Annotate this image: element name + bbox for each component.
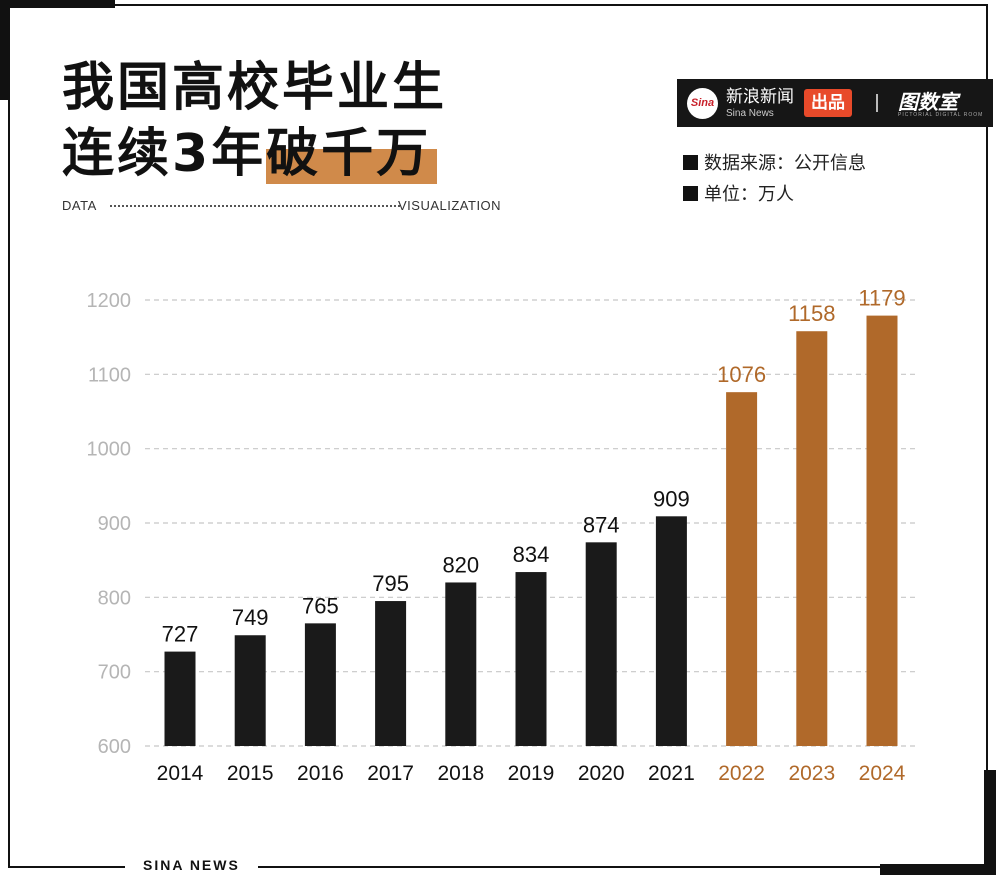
bar-2021 bbox=[655, 516, 687, 746]
x-tick-label-2016: 2016 bbox=[297, 762, 344, 785]
value-label-2014: 727 bbox=[162, 622, 199, 647]
bar-2022 bbox=[726, 392, 758, 746]
brand-name-sub: Sina News bbox=[726, 108, 774, 119]
x-tick-label-2022: 2022 bbox=[718, 762, 765, 785]
subtitle-dotted-divider bbox=[110, 205, 400, 207]
unit-note-text: 单位：万人 bbox=[704, 184, 794, 205]
bar-2014 bbox=[164, 651, 196, 746]
source-note: 数据来源：公开信息 bbox=[683, 149, 866, 175]
bar-2019 bbox=[515, 572, 547, 746]
page-title-line2-plain: 连续3年 bbox=[62, 124, 267, 184]
corner-top-left bbox=[0, 0, 115, 8]
x-tick-label-2021: 2021 bbox=[648, 762, 695, 785]
bar-2016 bbox=[304, 623, 336, 746]
value-label-2017: 795 bbox=[372, 571, 409, 596]
bar-2018 bbox=[445, 582, 477, 746]
bar-2017 bbox=[375, 601, 407, 746]
x-tick-label-2015: 2015 bbox=[227, 762, 274, 785]
corner-top-left-v bbox=[0, 0, 8, 100]
bar-2015 bbox=[234, 635, 266, 746]
brand-room-sub: PICTORIAL DIGITAL ROOM bbox=[898, 112, 984, 118]
brand-tag: 出品 bbox=[804, 89, 852, 117]
sina-logo-icon: Sina bbox=[687, 88, 718, 119]
value-label-2021: 909 bbox=[653, 486, 690, 511]
page-title-line2: 连续3年破千万 bbox=[62, 123, 438, 185]
frame-left-line bbox=[8, 4, 10, 868]
x-tick-label-2018: 2018 bbox=[437, 762, 484, 785]
value-label-2020: 874 bbox=[583, 512, 620, 537]
frame-bottom-line-right bbox=[258, 866, 988, 868]
bar-2024 bbox=[866, 315, 898, 746]
x-tick-label-2020: 2020 bbox=[578, 762, 625, 785]
source-note-text: 数据来源：公开信息 bbox=[704, 153, 866, 174]
square-bullet-icon bbox=[683, 155, 698, 170]
corner-bottom-right bbox=[880, 864, 996, 875]
x-tick-label-2017: 2017 bbox=[367, 762, 414, 785]
y-tick-label: 1200 bbox=[87, 290, 132, 312]
value-label-2018: 820 bbox=[442, 552, 479, 577]
y-tick-label: 1000 bbox=[87, 439, 132, 461]
page-title-line1: 我国高校毕业生 bbox=[62, 58, 448, 118]
page-title-highlight: 破千万 bbox=[266, 124, 438, 184]
footer-brand: SINA NEWS bbox=[143, 857, 240, 873]
subtitle-left: DATA bbox=[62, 198, 97, 213]
y-tick-label: 900 bbox=[98, 513, 131, 535]
y-tick-label: 1100 bbox=[88, 364, 131, 386]
frame-right-line bbox=[986, 4, 988, 868]
x-tick-label-2024: 2024 bbox=[859, 762, 906, 785]
x-tick-label-2014: 2014 bbox=[157, 762, 204, 785]
brand-banner: Sina 新浪新闻 Sina News 出品 图数室 PICTORIAL DIG… bbox=[677, 79, 993, 127]
value-label-2015: 749 bbox=[232, 605, 269, 630]
y-tick-label: 600 bbox=[98, 736, 131, 758]
value-label-2019: 834 bbox=[513, 542, 550, 567]
y-tick-label: 800 bbox=[98, 587, 131, 609]
x-tick-label-2019: 2019 bbox=[508, 762, 555, 785]
bar-2020 bbox=[585, 542, 617, 746]
value-label-2016: 765 bbox=[302, 593, 339, 618]
subtitle-right: VISUALIZATION bbox=[398, 198, 502, 213]
brand-name: 新浪新闻 bbox=[726, 87, 794, 107]
corner-bottom-right-v bbox=[984, 770, 996, 875]
x-tick-label-2023: 2023 bbox=[788, 762, 835, 785]
value-label-2023: 1158 bbox=[788, 301, 835, 326]
value-label-2022: 1076 bbox=[717, 362, 766, 387]
unit-note: 单位：万人 bbox=[683, 180, 794, 206]
value-label-2024: 1179 bbox=[858, 286, 905, 311]
frame-bottom-line-left bbox=[8, 866, 125, 868]
frame-top-line bbox=[8, 4, 988, 6]
brand-room-logo: 图数室 bbox=[898, 90, 958, 114]
bar-2023 bbox=[796, 331, 828, 746]
square-bullet-icon bbox=[683, 186, 698, 201]
y-tick-label: 700 bbox=[98, 662, 131, 684]
brand-separator bbox=[876, 94, 878, 112]
